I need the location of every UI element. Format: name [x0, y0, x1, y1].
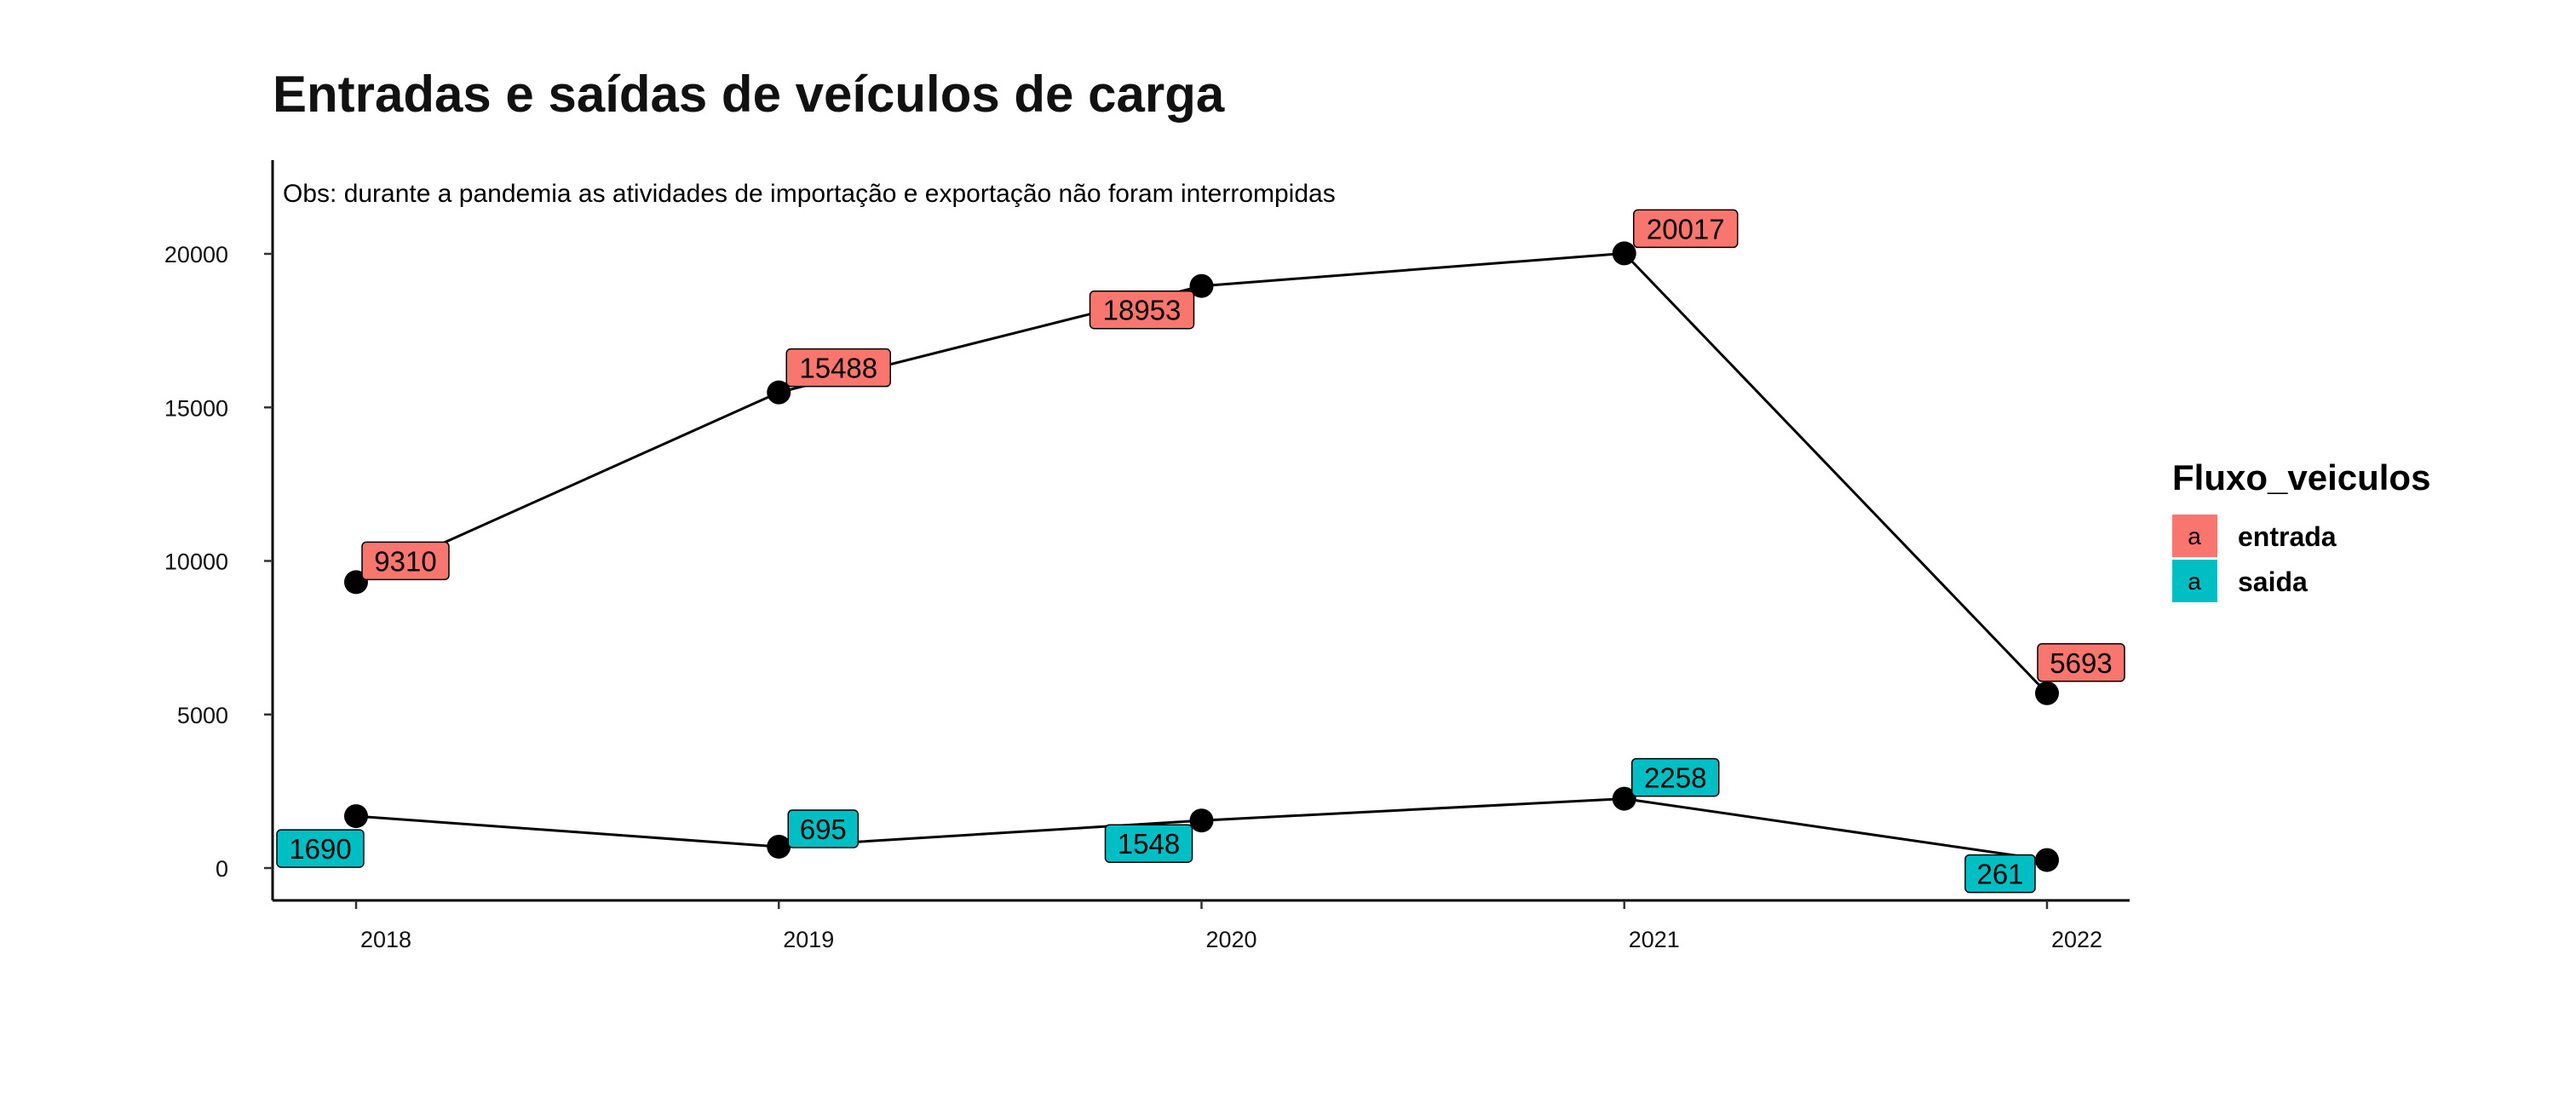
data-labels: 9310 15488 18953 20017 5693 1690 695 1548 2258 26…	[276, 209, 2125, 894]
legend-key-glyph: a	[2188, 523, 2201, 549]
legend-key	[2172, 515, 2217, 557]
data-point-saida	[2035, 848, 2059, 872]
data-label-entrada: 15488	[785, 348, 891, 388]
data-label-box	[1104, 824, 1193, 863]
data-point-saida	[344, 804, 368, 829]
data-label-box	[1964, 854, 2036, 894]
chart-annotation: Obs: durante a pandemia as atividades de…	[283, 180, 1336, 208]
legend-item-saida: a saida	[2172, 560, 2308, 602]
legend-label: entrada	[2238, 521, 2337, 552]
data-label-saida: 2258	[1631, 757, 1720, 797]
data-label-saida: 1548	[1104, 824, 1193, 863]
data-label-saida: 1690	[276, 829, 365, 868]
data-label-text: 261	[1976, 859, 2023, 890]
data-label-text: 5693	[2050, 647, 2112, 679]
data-point-saida	[767, 834, 791, 859]
x-tick-label: 2018	[360, 927, 411, 952]
data-label-box	[2037, 643, 2125, 682]
data-point-entrada	[1189, 273, 1214, 298]
legend-key	[2172, 560, 2217, 602]
x-tick-label: 2022	[2051, 927, 2102, 952]
data-label-text: 9310	[374, 545, 436, 577]
data-label-box	[361, 541, 450, 581]
data-label-saida: 261	[1964, 854, 2036, 894]
data-label-text: 2258	[1644, 762, 1706, 794]
legend-item-entrada: a entrada	[2172, 515, 2337, 557]
data-label-entrada: 20017	[1633, 209, 1739, 249]
data-label-text: 1548	[1118, 828, 1180, 860]
data-label-entrada: 5693	[2037, 643, 2125, 682]
data-label-box	[785, 348, 891, 388]
series-lines	[355, 251, 2049, 862]
y-tick-label: 20000	[164, 242, 228, 267]
data-label-box	[1633, 209, 1739, 249]
data-label-text: 695	[800, 814, 847, 845]
data-label-box	[1631, 757, 1720, 797]
y-tick-label: 5000	[177, 703, 228, 728]
data-label-entrada: 9310	[361, 541, 450, 581]
x-tick-label: 2020	[1205, 927, 1256, 952]
axes: 0 5000 10000 15000 20000 2018 2019 2020 2021 2022	[164, 160, 2130, 952]
x-tick-label: 2021	[1629, 927, 1680, 952]
legend-key-glyph: a	[2188, 568, 2201, 595]
series-line-entrada	[355, 251, 2049, 694]
data-label-text: 1690	[289, 833, 351, 865]
data-points	[344, 241, 2059, 872]
data-label-text: 15488	[799, 353, 877, 384]
y-tick-label: 0	[216, 856, 228, 882]
data-label-text: 18953	[1103, 295, 1182, 326]
data-point-entrada	[1612, 241, 1636, 266]
data-point-saida	[1189, 808, 1214, 833]
data-label-box	[276, 829, 365, 868]
data-label-box	[1089, 290, 1195, 330]
chart-title: Entradas e saídas de veículos de carga	[273, 66, 1225, 123]
data-label-entrada: 18953	[1089, 290, 1195, 330]
legend-label: saida	[2238, 566, 2308, 597]
data-label-text: 20017	[1647, 213, 1725, 244]
x-tick-label: 2019	[783, 927, 834, 952]
legend: Fluxo_veiculos a entrada a saida	[2172, 457, 2430, 602]
data-label-saida: 695	[787, 809, 859, 848]
data-point-entrada	[767, 380, 791, 405]
legend-items: a entrada a saida	[2172, 515, 2337, 602]
data-point-saida	[1612, 786, 1636, 811]
legend-title: Fluxo_veiculos	[2172, 457, 2430, 497]
y-tick-label: 10000	[164, 549, 228, 575]
data-label-box	[787, 809, 859, 848]
data-point-entrada	[2035, 681, 2059, 705]
y-tick-label: 15000	[164, 395, 228, 421]
